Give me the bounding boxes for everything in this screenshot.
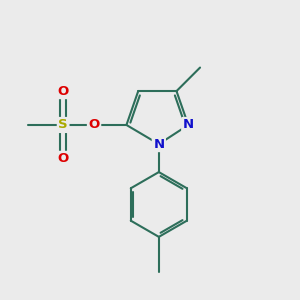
Text: S: S (58, 118, 68, 131)
Text: N: N (183, 118, 194, 131)
Text: O: O (58, 152, 69, 165)
Text: O: O (88, 118, 100, 131)
Text: O: O (58, 85, 69, 98)
Text: N: N (153, 138, 164, 151)
